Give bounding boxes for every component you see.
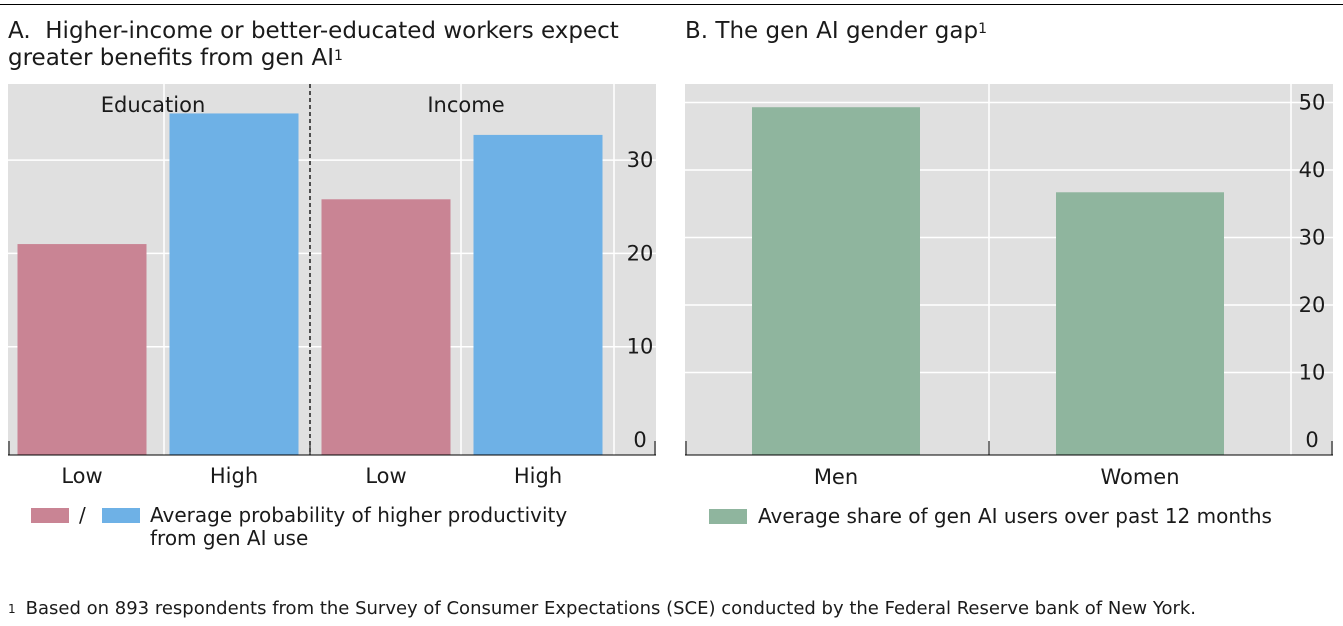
x-tick-label: Low <box>61 464 102 488</box>
panel-a-footnote-mark: 1 <box>334 48 343 64</box>
panel-b-footnote-mark: 1 <box>978 21 988 37</box>
y-tick-label: 50 <box>1299 91 1326 115</box>
legend-swatch-green <box>709 509 747 524</box>
y-tick-label: 10 <box>1299 361 1326 385</box>
y-tick-label: 20 <box>1299 293 1326 317</box>
top-rule <box>0 4 1343 5</box>
panel-b-label: B. <box>685 18 709 44</box>
bar-income-low <box>321 199 451 455</box>
panel-a-label: A. <box>8 18 31 44</box>
bar-education-high <box>169 113 299 455</box>
bar-education-low <box>17 244 147 455</box>
panel-b-legend-text: Average share of gen AI users over past … <box>758 504 1272 528</box>
y-tick-label: 30 <box>627 148 654 172</box>
x-tick-label: Women <box>1100 465 1179 489</box>
y-tick-label: 40 <box>1299 158 1326 182</box>
group-label-education: Education <box>101 93 206 117</box>
x-tick-label: High <box>210 464 258 488</box>
y-tick-label: 0 <box>1305 428 1318 452</box>
panel-a-title-text: Higher-income or better-educated workers… <box>8 18 619 71</box>
panel-b-title-text: The gen AI gender gap <box>715 18 979 44</box>
footnote-text: Based on 893 respondents from the Survey… <box>25 598 1197 619</box>
bar-men <box>752 107 920 455</box>
legend-separator: / <box>79 503 86 527</box>
panel-a-legend-text: Average probability of higher productivi… <box>150 503 568 550</box>
bar-income-high <box>473 134 603 455</box>
x-tick-label: Men <box>814 465 858 489</box>
x-tick-label: Low <box>365 464 406 488</box>
bar-women <box>1056 192 1224 455</box>
group-label-income: Income <box>427 93 504 117</box>
y-tick-label: 10 <box>627 335 654 359</box>
legend-swatch-low <box>31 508 69 523</box>
y-tick-label: 20 <box>627 241 654 265</box>
legend-swatch-high <box>102 508 140 523</box>
panel-b-title: B. The gen AI gender gap1 <box>685 18 1325 45</box>
footnote: 1 Based on 893 respondents from the Surve… <box>8 598 1196 620</box>
x-tick-label: High <box>514 464 562 488</box>
footnote-mark: 1 <box>8 602 16 616</box>
y-tick-label: 0 <box>633 428 646 452</box>
y-tick-label: 30 <box>1299 226 1326 250</box>
panel-a-title: A. Higher-income or better-educated work… <box>8 18 658 72</box>
